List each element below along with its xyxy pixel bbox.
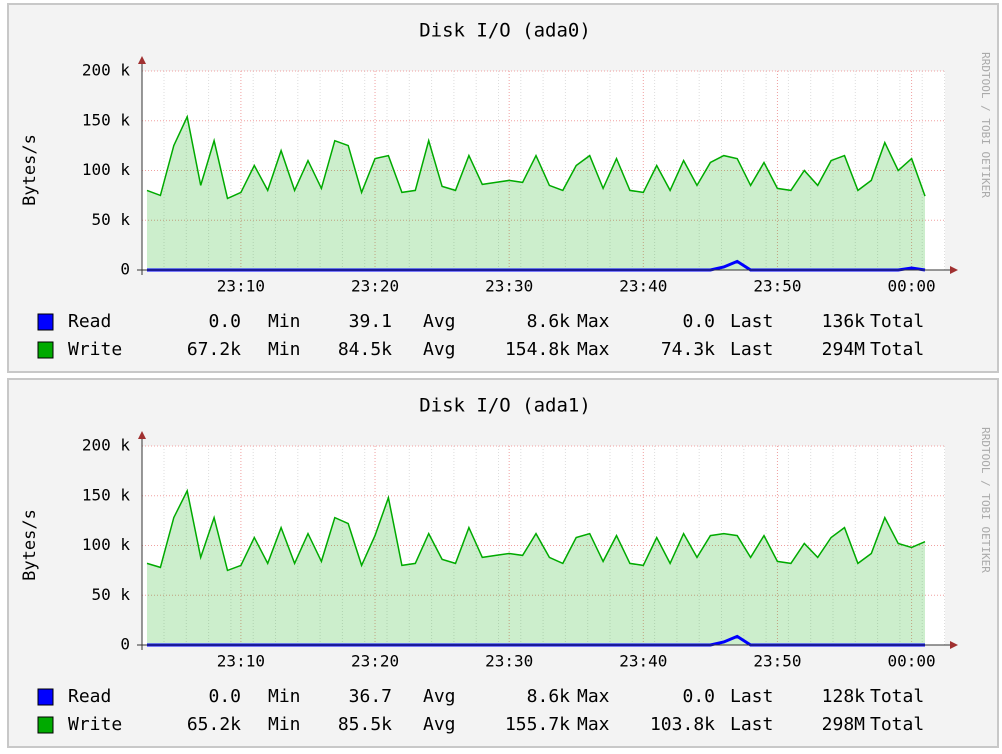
- y-tick-label: 50 k: [91, 585, 130, 604]
- legend-stat-label: Last: [730, 686, 773, 707]
- legend-swatch: [37, 341, 54, 359]
- legend-stat: 8.6k: [527, 686, 571, 707]
- legend-label: Read: [68, 311, 111, 332]
- legend-stat: 67.2k: [187, 339, 241, 360]
- legend-stat-label: Min: [268, 311, 301, 332]
- chart-panel: Disk I/O (ada0) Bytes/s RRDTOOL / TOBI OET…: [7, 3, 999, 373]
- legend-stat: 74.3k: [661, 339, 715, 360]
- x-tick-label: 00:00: [888, 652, 936, 671]
- legend-stat-label: Last: [730, 339, 773, 360]
- y-tick-label: 200 k: [82, 61, 131, 80]
- y-axis-label: Bytes/s: [20, 509, 40, 581]
- legend-stat: 0.0: [208, 311, 241, 332]
- y-tick-label: 100 k: [82, 535, 131, 554]
- legend-stat: 0.0: [682, 686, 715, 707]
- y-axis-label: Bytes/s: [20, 134, 40, 206]
- legend-stat-label: Min: [268, 686, 301, 707]
- legend-stat: 128k: [822, 686, 866, 707]
- legend-stat: 36.7: [349, 686, 392, 707]
- x-tick-label: 23:20: [351, 652, 399, 671]
- legend-stat: 298M: [822, 714, 866, 735]
- y-tick-label: 150 k: [82, 485, 131, 504]
- legend-stat-label: Total: [870, 311, 924, 332]
- legend-stat-label: Avg: [423, 311, 456, 332]
- legend-stat-label: Last: [730, 714, 773, 735]
- series-line: [146, 488, 926, 572]
- legend-stat-label: Avg: [423, 714, 456, 735]
- chart-title: Disk I/O (ada0): [419, 20, 591, 42]
- legend-stat: 0.0: [682, 311, 715, 332]
- legend-stat-label: Max: [577, 714, 610, 735]
- legend-stat: 294M: [822, 339, 866, 360]
- legend-stat-label: Total: [870, 714, 924, 735]
- x-tick-label: 23:30: [485, 652, 533, 671]
- x-tick-label: 23:30: [485, 277, 533, 296]
- watermark: RRDTOOL / TOBI OETIKER: [979, 427, 992, 573]
- legend-swatch: [37, 313, 54, 331]
- legend-stat-label: Avg: [423, 686, 456, 707]
- legend-label: Write: [68, 339, 122, 360]
- legend-stat-label: Total: [870, 686, 924, 707]
- legend-stat-label: Min: [268, 714, 301, 735]
- legend-swatch: [37, 688, 54, 706]
- legend-stat-label: Max: [577, 311, 610, 332]
- x-tick-label: 23:40: [619, 277, 667, 296]
- legend-label: Write: [68, 714, 122, 735]
- legend-stat-label: Total: [870, 339, 924, 360]
- legend-stat: 154.8k: [505, 339, 570, 360]
- y-tick-label: 0: [120, 635, 130, 654]
- x-tick-label: 23:40: [619, 652, 667, 671]
- x-axis-arrow: [950, 266, 958, 274]
- x-tick-label: 23:10: [217, 652, 265, 671]
- series-line: [146, 114, 926, 200]
- x-tick-label: 23:10: [217, 277, 265, 296]
- legend-stat-label: Max: [577, 339, 610, 360]
- legend-stat: 103.8k: [650, 714, 715, 735]
- area-fill: [147, 490, 925, 645]
- chart-panel: Disk I/O (ada1) Bytes/s RRDTOOL / TOBI OET…: [7, 378, 999, 748]
- legend-stat: 65.2k: [187, 714, 241, 735]
- legend-stat-label: Max: [577, 686, 610, 707]
- watermark: RRDTOOL / TOBI OETIKER: [979, 52, 992, 198]
- legend-stat: 0.0: [208, 686, 241, 707]
- area-fill: [147, 116, 925, 270]
- x-tick-label: 23:50: [753, 277, 801, 296]
- x-axis-arrow: [950, 641, 958, 649]
- legend-label: Read: [68, 686, 111, 707]
- y-tick-label: 200 k: [82, 436, 131, 455]
- y-tick-label: 150 k: [82, 110, 131, 129]
- legend-stat: 8.6k: [527, 311, 571, 332]
- legend-stat: 84.5k: [338, 339, 392, 360]
- legend-swatch: [37, 716, 54, 734]
- y-axis-arrow: [138, 56, 146, 64]
- legend-stat: 155.7k: [505, 714, 570, 735]
- legend-stat-label: Avg: [423, 339, 456, 360]
- y-axis-arrow: [138, 431, 146, 439]
- legend-stat: 85.5k: [338, 714, 392, 735]
- legend-stat-label: Min: [268, 339, 301, 360]
- legend-stat: 39.1: [349, 311, 392, 332]
- legend-stat: 136k: [822, 311, 866, 332]
- x-tick-label: 23:50: [753, 652, 801, 671]
- x-tick-label: 23:20: [351, 277, 399, 296]
- legend-stat-label: Last: [730, 311, 773, 332]
- x-tick-label: 00:00: [888, 277, 936, 296]
- y-tick-label: 50 k: [91, 210, 130, 229]
- chart-title: Disk I/O (ada1): [419, 395, 591, 417]
- y-tick-label: 0: [120, 260, 130, 279]
- y-tick-label: 100 k: [82, 160, 131, 179]
